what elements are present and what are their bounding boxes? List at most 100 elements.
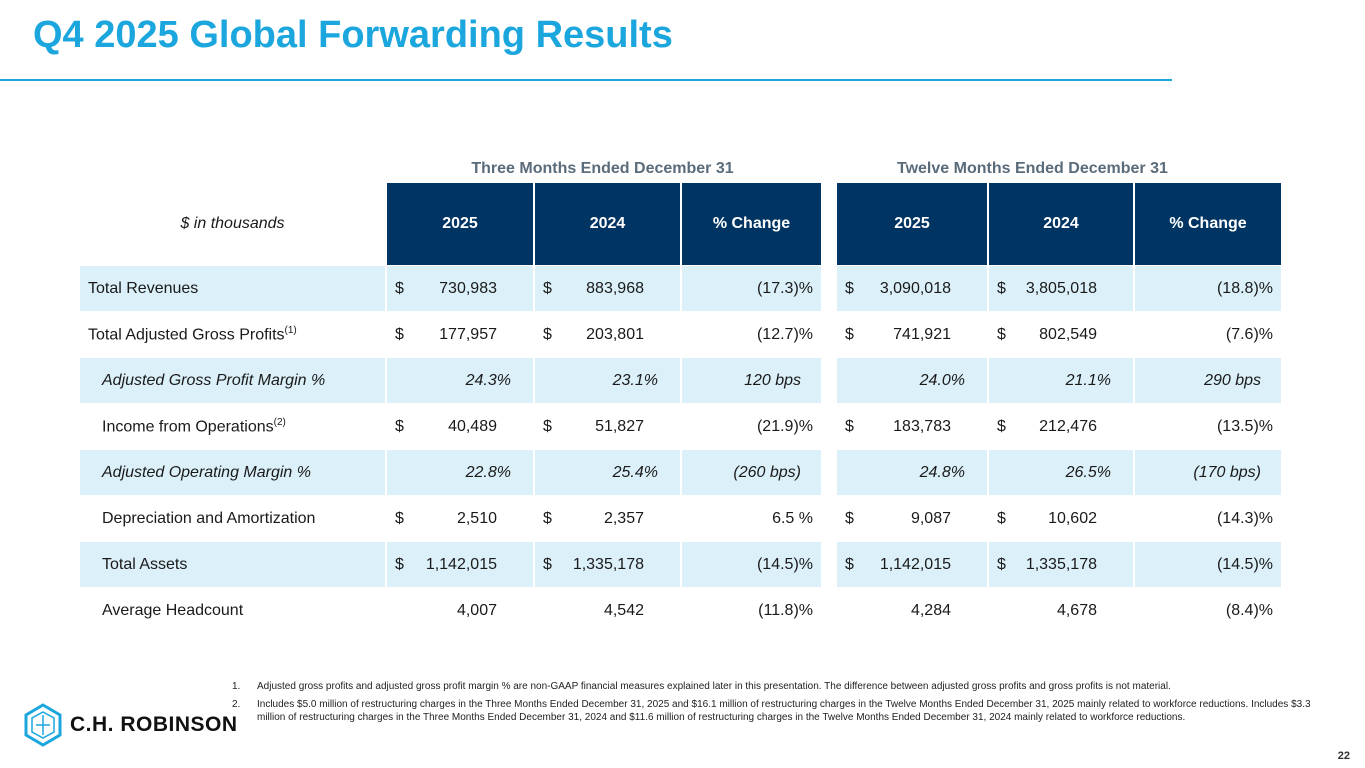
table-cell: $1,142,015 — [385, 541, 534, 588]
currency-symbol: $ — [997, 325, 1006, 343]
table-cell: $741,921 — [835, 311, 988, 358]
cell-value: 3,090,018 — [879, 279, 951, 297]
table-row: Adjusted Gross Profit Margin % 24.3% 23.1%… — [78, 357, 1281, 404]
currency-symbol: $ — [997, 509, 1006, 527]
cell-value: 1,142,015 — [879, 555, 951, 573]
table-cell: 24.8% — [835, 449, 988, 496]
table-cell: (18.8)% — [1133, 265, 1281, 312]
cell-value: 741,921 — [893, 325, 951, 343]
table-cell: (12.7)% — [680, 311, 821, 358]
group-three-months: Three Months Ended December 31 — [471, 160, 734, 177]
table-cell: $203,801 — [533, 311, 681, 358]
row-label: Adjusted Gross Profit Margin % — [78, 357, 386, 404]
table-cell: $802,549 — [987, 311, 1134, 358]
table-cell: $9,087 — [835, 495, 988, 542]
slide-title: Q4 2025 Global Forwarding Results — [33, 14, 673, 56]
cell-value: (12.7)% — [756, 325, 813, 343]
table-row: Average Headcount 4,007 4,542 (11.8)% 4,284 4… — [78, 587, 1281, 634]
table-cell: $3,805,018 — [987, 265, 1134, 312]
column-gap — [821, 182, 836, 266]
table-row: Total Adjusted Gross Profits(1) $177,957 $… — [78, 311, 1281, 358]
currency-symbol: $ — [845, 509, 854, 527]
column-gap — [821, 495, 836, 542]
column-gap — [821, 357, 836, 404]
cell-value: 1,142,015 — [425, 555, 497, 573]
currency-symbol: $ — [395, 279, 404, 297]
table-cell: 26.5% — [987, 449, 1134, 496]
cell-value: (14.3)% — [1216, 509, 1273, 527]
currency-symbol: $ — [395, 555, 404, 573]
currency-symbol: $ — [845, 279, 854, 297]
table-cell: $2,357 — [533, 495, 681, 542]
column-header: 2024 — [533, 182, 681, 266]
cell-value: 2,357 — [603, 509, 644, 527]
column-gap — [821, 449, 836, 496]
table-cell: $212,476 — [987, 403, 1134, 450]
column-header: 2025 — [385, 182, 534, 266]
row-label-text: Adjusted Operating Margin % — [102, 463, 311, 481]
cell-value: 203,801 — [586, 325, 644, 343]
cell-value: 120 bps — [744, 371, 801, 389]
table-cell: (21.9)% — [680, 403, 821, 450]
cell-value: (14.5)% — [756, 555, 813, 573]
column-header: 2024 — [987, 182, 1134, 266]
cell-value: 4,284 — [910, 601, 951, 619]
table-cell: (14.5)% — [1133, 541, 1281, 588]
cell-value: 22.8% — [465, 463, 511, 481]
footnote-ref: (1) — [284, 324, 297, 336]
table-cell: (170 bps) — [1133, 449, 1281, 496]
footnote-text: Includes $5.0 million of restructuring c… — [257, 699, 1311, 723]
row-label-text: Depreciation and Amortization — [102, 509, 316, 527]
cell-value: (260 bps) — [733, 463, 801, 481]
company-logo: C.H. ROBINSON — [24, 703, 238, 747]
table-cell: 25.4% — [533, 449, 681, 496]
cell-value: 25.4% — [612, 463, 658, 481]
currency-symbol: $ — [543, 555, 552, 573]
row-label: Adjusted Operating Margin % — [78, 449, 386, 496]
column-gap — [821, 541, 836, 588]
cell-value: (13.5)% — [1216, 417, 1273, 435]
currency-symbol: $ — [997, 417, 1006, 435]
table-cell: $10,602 — [987, 495, 1134, 542]
row-label: Total Revenues — [78, 265, 386, 312]
cell-value: 21.1% — [1065, 371, 1111, 389]
table-cell: 4,284 — [835, 587, 988, 634]
row-label-text: Total Adjusted Gross Profits — [88, 326, 285, 344]
currency-symbol: $ — [543, 325, 552, 343]
footnote-number: 2. — [232, 699, 241, 710]
cell-value: 40,489 — [448, 417, 497, 435]
table-cell: 120 bps — [680, 357, 821, 404]
cell-value: 24.3% — [465, 371, 511, 389]
table-cell: 24.3% — [385, 357, 534, 404]
table-cell: $3,090,018 — [835, 265, 988, 312]
table-cell: 22.8% — [385, 449, 534, 496]
cell-value: (14.5)% — [1216, 555, 1273, 573]
cell-value: 9,087 — [910, 509, 951, 527]
table-cell: $177,957 — [385, 311, 534, 358]
cell-value: (11.8)% — [758, 601, 813, 619]
cell-value: (170 bps) — [1193, 463, 1261, 481]
cell-value: (8.4)% — [1225, 601, 1273, 619]
cell-value: 4,007 — [456, 601, 497, 619]
column-gap — [821, 587, 836, 634]
cell-value: 23.1% — [612, 371, 658, 389]
currency-symbol: $ — [395, 417, 404, 435]
row-label-text: Average Headcount — [102, 601, 244, 619]
table-row: Depreciation and Amortization $2,510 $2,35… — [78, 495, 1281, 542]
table-cell: $183,783 — [835, 403, 988, 450]
table-row: Income from Operations(2) $40,489 $51,827(… — [78, 403, 1281, 450]
table-cell: 24.0% — [835, 357, 988, 404]
row-label: Total Adjusted Gross Profits(1) — [78, 311, 386, 358]
unit-label: $ in thousands — [78, 182, 386, 266]
cell-value: 802,549 — [1039, 325, 1097, 343]
table-cell: $1,335,178 — [987, 541, 1134, 588]
cell-value: 290 bps — [1204, 371, 1261, 389]
cell-value: 2,510 — [456, 509, 497, 527]
cell-value: 6.5 % — [772, 509, 813, 527]
page-number: 22 — [1337, 750, 1350, 762]
results-table: $ in thousands 2025 2024% Change 2025 2024% … — [78, 182, 1281, 634]
currency-symbol: $ — [845, 325, 854, 343]
row-label: Total Assets — [78, 541, 386, 588]
footnote-number: 1. — [232, 681, 241, 692]
column-header: % Change — [680, 182, 821, 266]
